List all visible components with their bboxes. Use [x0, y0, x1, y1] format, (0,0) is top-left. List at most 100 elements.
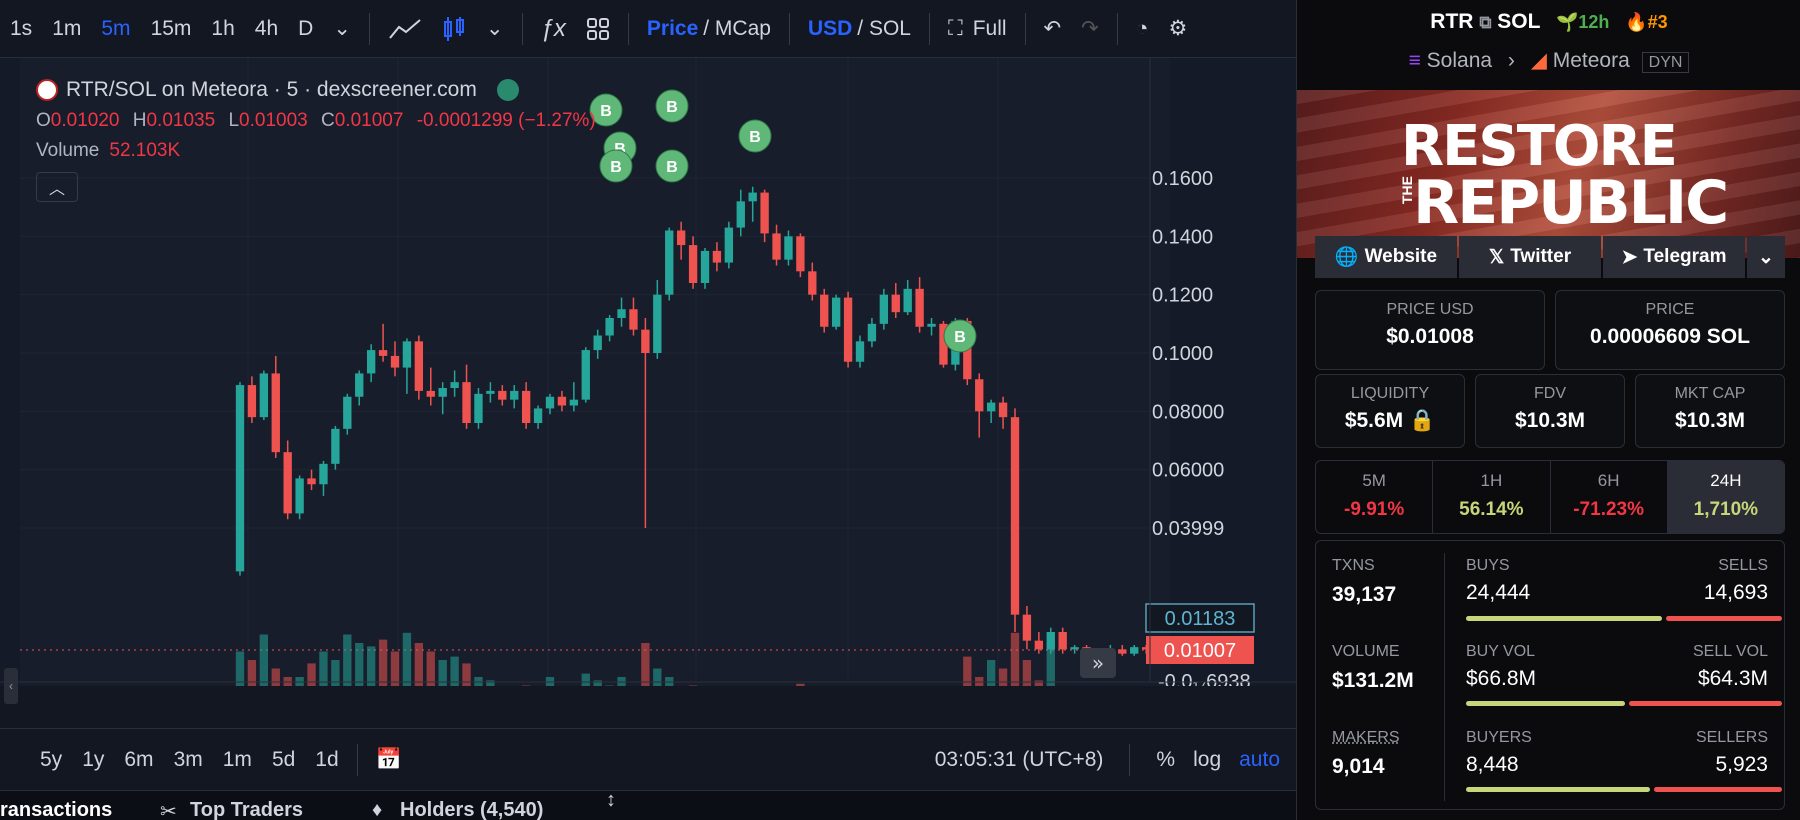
range-5d[interactable]: 5d — [262, 731, 305, 789]
candle — [1130, 647, 1138, 654]
interval-5m[interactable]: 5m — [91, 0, 140, 58]
range-1d[interactable]: 1d — [305, 731, 348, 789]
chevron-down-icon[interactable]: ⌄ — [476, 0, 514, 58]
candle — [808, 271, 816, 294]
resize-handle-icon[interactable]: ↕ — [606, 789, 616, 812]
more-links-button[interactable]: ⌄ — [1747, 236, 1785, 278]
collapse-sidebar-handle[interactable]: ‹ — [4, 668, 18, 704]
change-6h[interactable]: 6H -71.23% — [1551, 461, 1668, 533]
bottom-right-controls: 03:05:31 (UTC+8) % log auto — [935, 744, 1280, 776]
change-24h-label: 24H — [1668, 471, 1784, 491]
candle — [558, 397, 566, 406]
volume-bar — [427, 652, 435, 687]
interval-15m[interactable]: 15m — [141, 0, 202, 58]
range-6m[interactable]: 6m — [114, 731, 163, 789]
candle — [570, 400, 578, 406]
telegram-button[interactable]: ➤ Telegram — [1603, 236, 1745, 278]
y-tick-label: 0.1000 — [1152, 343, 1213, 365]
goto-date-icon[interactable]: 📅 — [366, 731, 412, 789]
interval-1s[interactable]: 1s — [0, 0, 42, 58]
telegram-label: Telegram — [1643, 246, 1726, 268]
fullscreen-button[interactable]: ⛶ Full — [938, 0, 1017, 58]
range-1y[interactable]: 1y — [72, 731, 114, 789]
dex-link[interactable]: Meteora — [1553, 49, 1630, 72]
trade-stats: TXNS 39,137 BUYS 24,444 SELLS 14,693 VOL… — [1315, 540, 1785, 810]
tab-top-traders[interactable]: Top Traders — [190, 799, 303, 820]
chart-bottom-bar: 5y 1y 6m 3m 1m 5d 1d 📅 03:05:31 (UTC+8) … — [0, 728, 1296, 790]
change-5m-label: 5M — [1316, 471, 1432, 491]
twitter-button[interactable]: 𝕏 Twitter — [1459, 236, 1601, 278]
gear-icon[interactable]: ⚙ — [1158, 0, 1197, 58]
candle — [331, 429, 339, 464]
undo-icon[interactable]: ↶ — [1034, 0, 1072, 58]
chart-area[interactable]: 0.1600 0.1400 0.1200 0.1000 0.08000 0.06000 0.… — [0, 58, 1296, 686]
candles-icon[interactable] — [432, 0, 476, 58]
buy-marker-label: B — [610, 159, 622, 176]
buyers-label: BUYERS — [1466, 729, 1532, 747]
redo-icon[interactable]: ↷ — [1071, 0, 1109, 58]
candle — [1070, 647, 1078, 649]
chart-panel: 1s 1m 5m 15m 1h 4h D ⌄ ⌄ ƒx Price / MCap … — [0, 0, 1296, 820]
volume-value: $131.2M — [1332, 669, 1414, 693]
currency-toggle[interactable]: USD / SOL — [798, 0, 921, 58]
copy-icon[interactable]: ⧉ — [1479, 13, 1491, 32]
makers-label: MAKERS — [1332, 729, 1400, 747]
chain-link[interactable]: Solana — [1427, 49, 1492, 72]
buy-vol-ratio-bar — [1466, 701, 1625, 706]
candle — [772, 233, 780, 259]
x-tick-label: 01:00 — [823, 685, 873, 686]
y-tick-label: 0.1400 — [1152, 226, 1213, 248]
candle — [1011, 417, 1019, 614]
chevron-up-icon: ︿ — [49, 175, 65, 199]
open-key: O — [36, 110, 51, 131]
replay-icon[interactable]: ◔ — [1126, 0, 1159, 58]
buy-marker-label: B — [666, 159, 678, 176]
change-24h[interactable]: 24H 1,710% — [1668, 461, 1784, 533]
solana-icon: ≡ — [1409, 49, 1421, 72]
range-1m[interactable]: 1m — [213, 731, 262, 789]
indicators-icon[interactable]: ƒx — [531, 0, 576, 58]
tab-holders[interactable]: Holders (4,540) — [400, 799, 543, 820]
chevron-down-icon[interactable]: ⌄ — [323, 0, 361, 58]
price-mcap-toggle[interactable]: Price / MCap — [637, 0, 781, 58]
layout-grid-icon[interactable] — [576, 0, 620, 58]
collapse-legend-button[interactable]: ︿ — [36, 172, 78, 202]
candle — [534, 408, 542, 423]
interval-d[interactable]: D — [288, 0, 323, 58]
range-3m[interactable]: 3m — [164, 731, 213, 789]
interval-1h[interactable]: 1h — [201, 0, 244, 58]
interval-1m[interactable]: 1m — [42, 0, 91, 58]
log-toggle[interactable]: log — [1193, 748, 1221, 772]
candle — [653, 295, 661, 353]
candle — [713, 251, 721, 263]
quote-symbol: SOL — [1497, 10, 1540, 33]
auto-toggle[interactable]: auto — [1239, 748, 1280, 772]
breadcrumb: ≡ Solana › ◢ Meteora DYN — [1297, 48, 1800, 73]
volume-bar — [605, 686, 613, 687]
change-1h[interactable]: 1H 56.14% — [1433, 461, 1550, 533]
website-button[interactable]: 🌐 Website — [1315, 236, 1457, 278]
candlestick-chart[interactable]: 0.1600 0.1400 0.1200 0.1000 0.08000 0.06000 0.… — [0, 58, 1296, 686]
percent-toggle[interactable]: % — [1156, 748, 1175, 772]
chart-toolbar: 1s 1m 5m 15m 1h 4h D ⌄ ⌄ ƒx Price / MCap … — [0, 0, 1296, 58]
candle — [641, 330, 649, 353]
sell-vol-label: SELL VOL — [1693, 643, 1768, 661]
volume-bar — [272, 669, 280, 687]
candle — [474, 394, 482, 423]
telegram-icon: ➤ — [1622, 246, 1638, 269]
buys-ratio-bar — [1466, 616, 1662, 621]
range-5y[interactable]: 5y — [0, 731, 72, 789]
volume-bar — [999, 669, 1007, 687]
volume-label: VOLUME — [1332, 643, 1400, 661]
sol-label: / SOL — [857, 17, 911, 41]
interval-4h[interactable]: 4h — [245, 0, 288, 58]
line-chart-icon[interactable] — [378, 0, 432, 58]
sells-ratio-bar — [1666, 616, 1782, 621]
buy-marker-label: B — [600, 103, 612, 120]
eye-icon[interactable] — [497, 79, 519, 101]
txns-value: 39,137 — [1332, 583, 1396, 607]
tab-transactions[interactable]: ransactions — [0, 799, 112, 820]
change-5m[interactable]: 5M -9.91% — [1316, 461, 1433, 533]
volume-bar — [641, 643, 649, 686]
volume-bar — [1011, 633, 1019, 686]
